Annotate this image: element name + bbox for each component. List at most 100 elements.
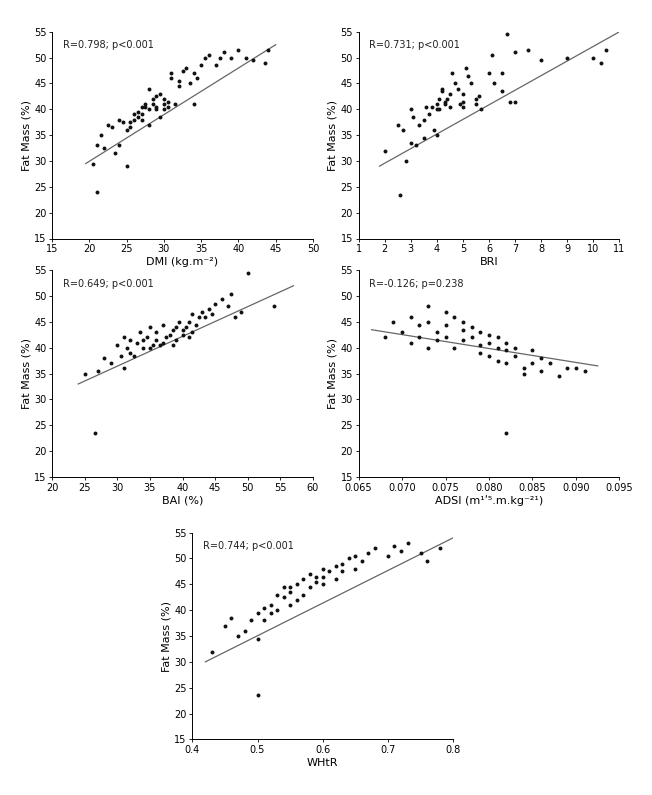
Point bbox=[426, 100, 437, 113]
Text: R=-0.126; p=0.238: R=-0.126; p=0.238 bbox=[369, 278, 464, 289]
Point bbox=[89, 427, 100, 440]
Point bbox=[484, 349, 494, 362]
Point bbox=[484, 67, 494, 80]
Point bbox=[112, 339, 123, 351]
Point bbox=[397, 326, 408, 339]
Point bbox=[455, 98, 466, 111]
Point bbox=[544, 357, 555, 370]
Point bbox=[171, 334, 181, 347]
Point bbox=[350, 563, 361, 576]
Point bbox=[562, 52, 572, 64]
Point bbox=[241, 52, 251, 64]
Point bbox=[278, 591, 289, 603]
Point bbox=[226, 287, 237, 300]
Point bbox=[475, 326, 486, 339]
Point bbox=[285, 586, 295, 599]
Point bbox=[476, 103, 486, 116]
Point bbox=[291, 593, 302, 606]
Point bbox=[449, 310, 460, 323]
Point bbox=[210, 297, 220, 310]
Point bbox=[501, 427, 512, 440]
Point bbox=[151, 100, 162, 113]
Point bbox=[114, 114, 125, 126]
Point bbox=[445, 87, 455, 100]
Point bbox=[80, 367, 90, 380]
Point bbox=[466, 77, 476, 90]
Point bbox=[311, 570, 321, 583]
Point bbox=[458, 100, 468, 113]
Point bbox=[140, 100, 151, 113]
Point bbox=[162, 100, 173, 113]
Point bbox=[181, 320, 191, 334]
Point bbox=[489, 77, 499, 90]
Point bbox=[216, 293, 227, 305]
Point bbox=[166, 72, 177, 85]
Point bbox=[103, 118, 113, 131]
Point bbox=[110, 147, 121, 160]
Point bbox=[423, 300, 434, 312]
Point bbox=[440, 331, 451, 343]
Point bbox=[226, 52, 236, 64]
Point bbox=[344, 552, 354, 564]
Point bbox=[510, 95, 520, 108]
X-axis label: WHtR: WHtR bbox=[307, 758, 338, 768]
Point bbox=[188, 67, 199, 80]
Point bbox=[396, 545, 406, 557]
Point bbox=[95, 129, 106, 142]
Point bbox=[458, 316, 468, 328]
Y-axis label: Fat Mass (%): Fat Mass (%) bbox=[22, 99, 31, 171]
Point bbox=[458, 324, 468, 336]
Y-axis label: Fat Mass (%): Fat Mass (%) bbox=[328, 99, 338, 171]
Point bbox=[99, 142, 110, 154]
Point bbox=[518, 363, 529, 375]
Point bbox=[144, 118, 155, 131]
Point bbox=[106, 121, 117, 134]
Point bbox=[501, 336, 512, 349]
Point bbox=[492, 342, 503, 355]
Point bbox=[215, 52, 225, 64]
X-axis label: BAI (%): BAI (%) bbox=[162, 495, 203, 506]
Point bbox=[141, 331, 152, 343]
Point bbox=[132, 106, 143, 118]
Point bbox=[220, 619, 230, 632]
Point bbox=[278, 580, 289, 593]
Point bbox=[184, 316, 194, 328]
Point bbox=[492, 331, 503, 343]
Point bbox=[122, 342, 132, 355]
Point bbox=[129, 114, 140, 126]
Point bbox=[536, 351, 546, 364]
Point bbox=[119, 363, 129, 375]
Point bbox=[337, 565, 348, 578]
Point bbox=[588, 52, 599, 64]
Point bbox=[527, 357, 538, 370]
Point bbox=[265, 607, 276, 619]
Point bbox=[435, 542, 445, 555]
Point bbox=[99, 351, 110, 364]
Point bbox=[484, 328, 494, 341]
Point bbox=[190, 318, 201, 331]
Point bbox=[128, 349, 139, 362]
Point bbox=[177, 64, 188, 77]
Point bbox=[379, 145, 390, 157]
Point bbox=[151, 334, 162, 347]
Text: R=0.731; p<0.001: R=0.731; p<0.001 bbox=[369, 40, 460, 50]
Point bbox=[527, 344, 538, 357]
Point bbox=[471, 93, 481, 106]
Point bbox=[184, 331, 194, 343]
Y-axis label: Fat Mass (%): Fat Mass (%) bbox=[22, 338, 31, 409]
Point bbox=[269, 300, 279, 312]
Point bbox=[370, 542, 380, 555]
Point bbox=[324, 565, 334, 578]
Point bbox=[400, 155, 411, 168]
Point bbox=[505, 95, 515, 108]
Point bbox=[337, 557, 348, 570]
Point bbox=[389, 539, 400, 552]
Point bbox=[439, 98, 450, 111]
Point bbox=[207, 308, 217, 320]
Point bbox=[177, 324, 188, 336]
Point bbox=[155, 339, 165, 351]
Point bbox=[168, 339, 178, 351]
Point bbox=[200, 310, 211, 323]
Point bbox=[460, 62, 471, 75]
Point bbox=[473, 90, 484, 103]
